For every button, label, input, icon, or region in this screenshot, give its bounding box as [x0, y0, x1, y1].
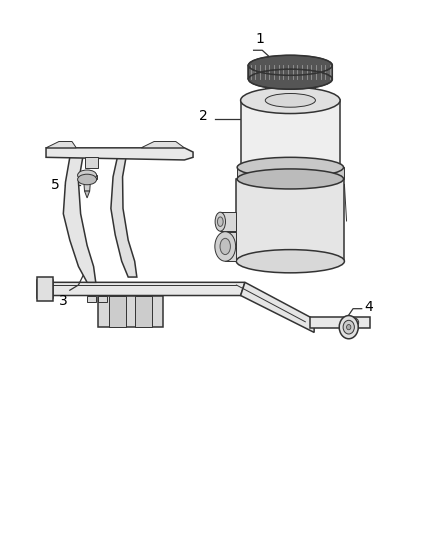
Polygon shape: [37, 280, 53, 298]
Ellipse shape: [220, 238, 230, 255]
Polygon shape: [98, 295, 163, 327]
Ellipse shape: [347, 318, 359, 327]
Polygon shape: [225, 232, 236, 261]
Ellipse shape: [248, 55, 332, 75]
Polygon shape: [46, 148, 193, 160]
Text: 1: 1: [256, 32, 265, 46]
Ellipse shape: [237, 157, 343, 177]
Polygon shape: [220, 212, 236, 231]
Polygon shape: [240, 282, 314, 333]
Polygon shape: [237, 167, 343, 179]
Polygon shape: [64, 157, 96, 282]
Ellipse shape: [339, 316, 358, 339]
Ellipse shape: [248, 69, 332, 89]
Polygon shape: [248, 65, 332, 79]
Ellipse shape: [343, 320, 354, 334]
Polygon shape: [265, 79, 315, 100]
Polygon shape: [111, 157, 137, 277]
Polygon shape: [135, 295, 152, 327]
Text: 3: 3: [59, 294, 68, 308]
Polygon shape: [141, 141, 184, 148]
Polygon shape: [240, 100, 340, 172]
Ellipse shape: [237, 169, 343, 189]
Ellipse shape: [215, 212, 226, 231]
Polygon shape: [78, 175, 97, 180]
Polygon shape: [85, 157, 98, 168]
Ellipse shape: [236, 249, 344, 273]
Ellipse shape: [215, 232, 236, 261]
Polygon shape: [84, 180, 91, 191]
Polygon shape: [236, 179, 344, 261]
Polygon shape: [46, 282, 245, 295]
Ellipse shape: [265, 93, 315, 107]
Ellipse shape: [346, 325, 351, 330]
Text: 5: 5: [51, 177, 60, 192]
Ellipse shape: [265, 72, 315, 86]
Polygon shape: [310, 317, 371, 328]
Polygon shape: [37, 277, 53, 301]
Polygon shape: [87, 295, 96, 302]
Text: 2: 2: [199, 109, 208, 123]
Polygon shape: [109, 295, 126, 327]
Text: 4: 4: [364, 300, 373, 313]
Ellipse shape: [240, 87, 340, 114]
Ellipse shape: [217, 217, 223, 227]
Polygon shape: [85, 191, 90, 198]
Polygon shape: [98, 295, 106, 302]
Ellipse shape: [78, 174, 97, 185]
Ellipse shape: [78, 170, 97, 181]
Polygon shape: [46, 141, 76, 148]
